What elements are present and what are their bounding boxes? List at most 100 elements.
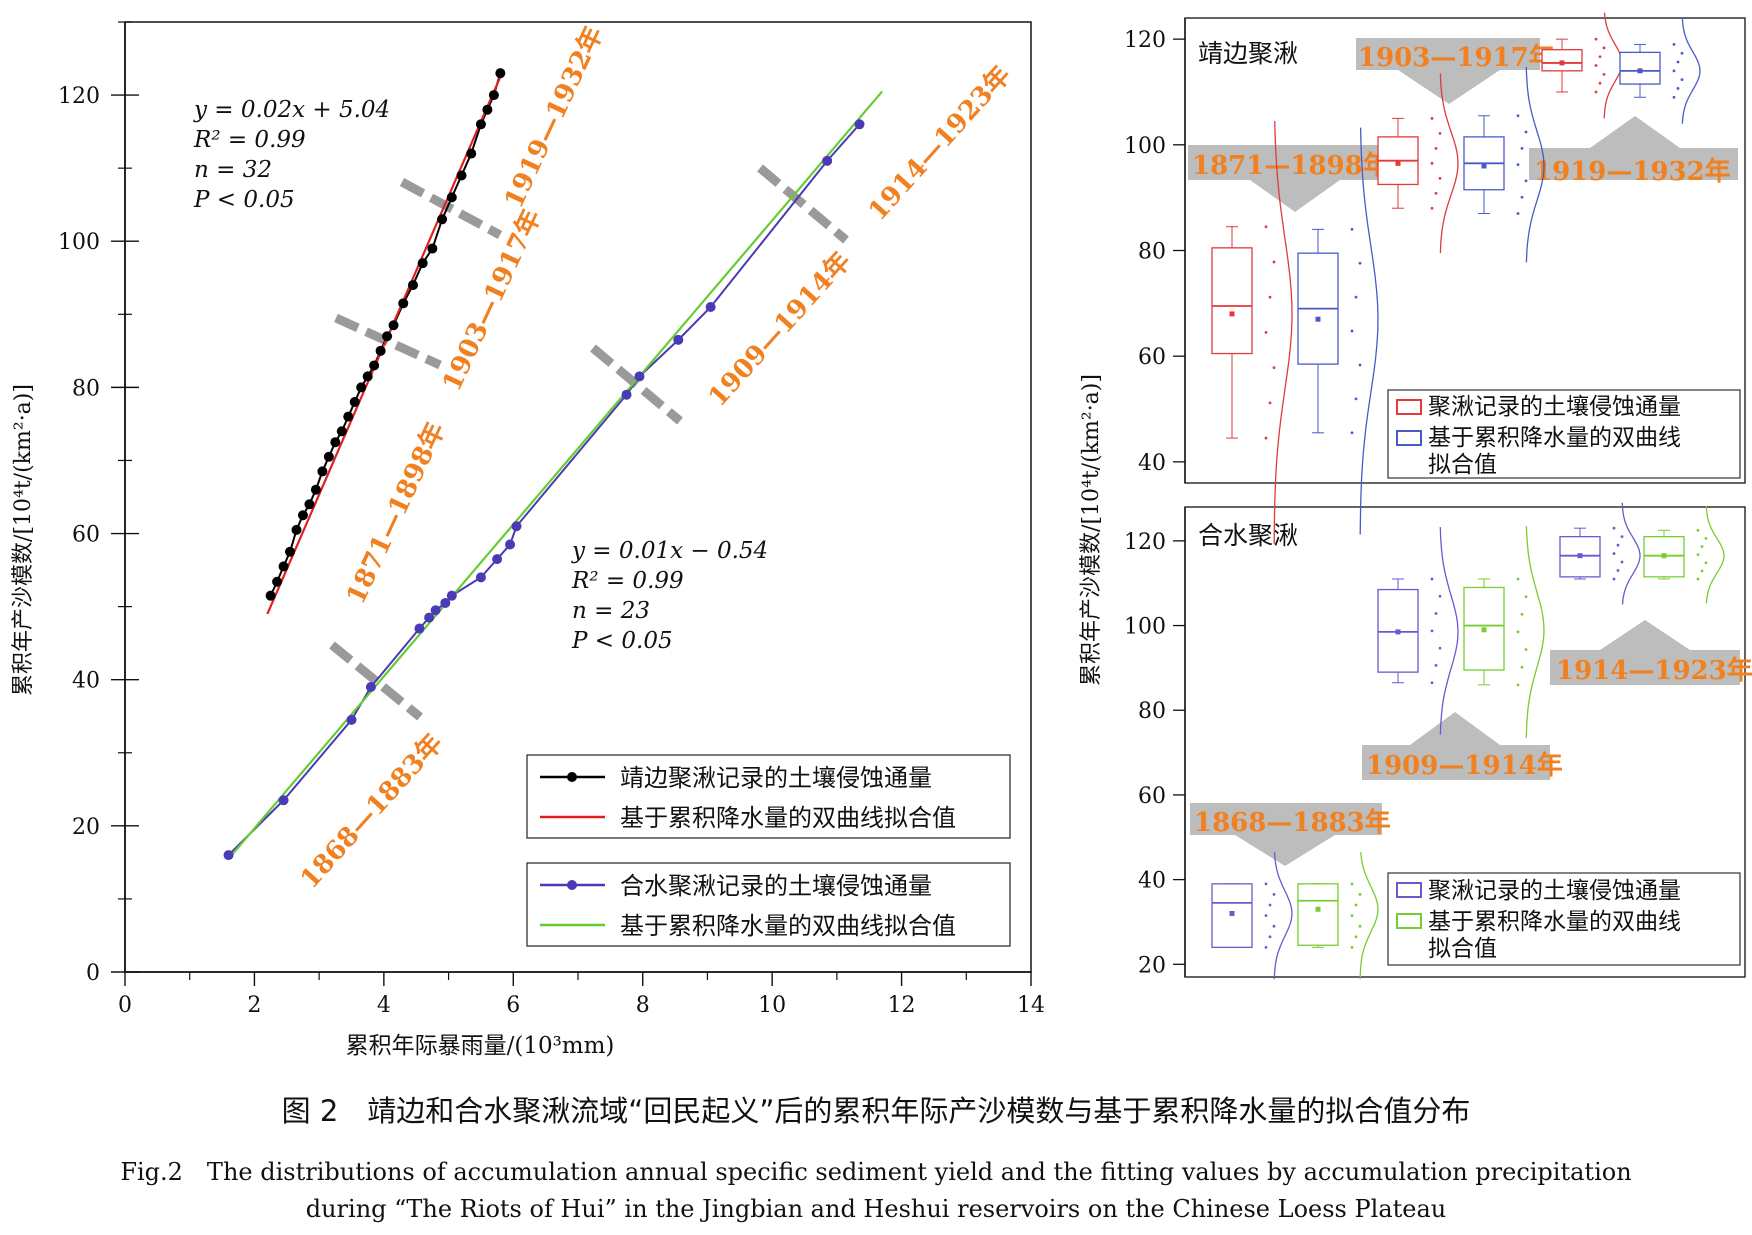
box-normal-curve (1439, 73, 1459, 254)
legend-hs-fit-label: 基于累积降水量的双曲线拟合值 (620, 912, 956, 940)
box-jitter-point (1612, 526, 1616, 530)
box-jitter-point (1620, 535, 1624, 539)
right-top-legend-frame (1387, 389, 1741, 479)
box-jitter-point (1594, 90, 1598, 94)
box-jitter-point (1612, 552, 1616, 555)
left-x-ticks: 0 2 4 6 8 10 12 14 (118, 972, 1045, 1018)
box-mean (1395, 629, 1401, 635)
eq-jb-line4: P < 0.05 (193, 187, 295, 213)
box-jitter-point (1354, 935, 1358, 939)
box-mean (1559, 60, 1565, 66)
arrow-up-1919-1932 (1529, 116, 1738, 180)
box-normal-curve (1273, 852, 1293, 980)
data-point (424, 612, 435, 623)
data-point (278, 795, 289, 806)
box-mean (1229, 910, 1235, 916)
left-x-tick-label: 14 (1017, 993, 1045, 1018)
data-point (278, 561, 289, 572)
box-iqr (1211, 247, 1253, 355)
right-y-tick-label: 80 (1138, 240, 1166, 265)
box-jitter-point (1672, 69, 1676, 73)
box-jitter-point (1264, 331, 1268, 334)
arrow-down-1868-1883 (1190, 803, 1382, 866)
box-normal-curve (1603, 12, 1623, 119)
data-point (446, 192, 457, 203)
data-point (343, 411, 354, 422)
left-y-tick-label: 40 (72, 669, 100, 694)
right-bottom-arrows (1190, 620, 1740, 866)
fit-line-1 (266, 76, 502, 615)
box-jitter-point (1680, 51, 1684, 55)
data-point (427, 243, 438, 254)
data-point (285, 546, 296, 557)
data-point (330, 437, 341, 448)
box-jitter-point (1704, 537, 1708, 540)
right-y-tick-label: 80 (1138, 699, 1166, 724)
top-period-1903-1917: 1903—1917年 (1358, 42, 1555, 73)
data-point (323, 451, 334, 462)
data-point (297, 510, 308, 521)
box-jitter-point (1696, 553, 1700, 557)
left-x-tick-label: 8 (636, 993, 650, 1018)
box-jitter-point (1438, 131, 1442, 135)
right-y-tick-label: 100 (1124, 615, 1166, 640)
right-bottom-boxplots (1211, 502, 1725, 980)
right-bottom-legend-frame (1387, 872, 1741, 966)
box-jitter-point (1616, 543, 1620, 547)
right-y-tick-label: 60 (1138, 784, 1166, 809)
box-normal-curve (1705, 505, 1725, 604)
box-jitter-point (1680, 78, 1684, 82)
box-mean (1637, 68, 1643, 74)
box-normal-curve (1681, 17, 1701, 124)
box-jitter-point (1676, 87, 1680, 90)
left-y-tick-label: 120 (58, 84, 100, 109)
left-y-tick-label: 100 (58, 230, 100, 255)
box-jitter-point (1516, 630, 1520, 634)
box-jitter-point (1598, 81, 1602, 85)
box-jitter-point (1616, 569, 1620, 572)
box-jitter-point (1430, 116, 1434, 120)
box-jitter-point (1430, 206, 1434, 210)
period-label-1871-1898: 1871—1898年 (340, 418, 451, 609)
data-point (466, 148, 477, 159)
breakpoint-mark-jb-2 (399, 178, 503, 239)
box-jitter-point (1358, 924, 1362, 928)
data-point (430, 605, 441, 616)
right-top-legend: 聚湫记录的土壤侵蚀通量 基于累积降水量的双曲线 拟合值 (1387, 389, 1741, 479)
right-top-period-labels: 1871—1898年 1903—1917年 1919—1932年 (1192, 42, 1731, 187)
box-jitter-point (1430, 681, 1434, 685)
box-jitter-point (1358, 261, 1362, 265)
box-jitter-point (1268, 401, 1272, 405)
data-point (398, 298, 409, 309)
right-y-axis-label: 累积年产沙模数/[10⁴t/(km²·a)] (1079, 374, 1104, 686)
box-jitter-point (1700, 545, 1704, 548)
left-y-tick-label: 60 (72, 523, 100, 548)
data-point (475, 572, 486, 583)
left-x-tick-label: 6 (506, 993, 520, 1018)
box-jitter-point (1268, 935, 1272, 939)
figure-canvas: 0 2 4 6 8 10 12 14 0 20 40 60 80 100 120 累积年际暴雨量/(10³… (11, 12, 1752, 1059)
left-x-axis-label: 累积年际暴雨量/(10³mm) (346, 1033, 615, 1059)
box-jitter-point (1520, 146, 1524, 150)
box-jitter-point (1594, 64, 1598, 67)
eq-jb-line3: n = 32 (194, 157, 272, 183)
data-point (505, 539, 516, 550)
right-top-arrows (1188, 38, 1738, 212)
data-point (495, 68, 506, 79)
data-point (705, 302, 716, 312)
left-y-tick-label: 20 (72, 815, 100, 840)
data-point (382, 331, 393, 342)
left-y-ticks: 0 20 40 60 80 100 120 (58, 21, 139, 986)
box-jitter-point (1602, 46, 1606, 50)
box-jitter-point (1272, 893, 1276, 896)
box-jitter-point (1438, 594, 1442, 598)
rt-legend-label-1: 聚湫记录的土壤侵蚀通量 (1428, 394, 1681, 420)
arrow-up-1914-1923 (1550, 620, 1740, 685)
data-point (223, 850, 234, 861)
box-jitter-point (1594, 37, 1598, 41)
box-iqr (1643, 535, 1685, 578)
right-y-tick-label: 100 (1124, 134, 1166, 159)
box-normal-curve (1525, 66, 1545, 263)
legend-jb-fit-label: 基于累积降水量的双曲线拟合值 (620, 804, 956, 832)
box-jitter-point (1524, 648, 1528, 651)
